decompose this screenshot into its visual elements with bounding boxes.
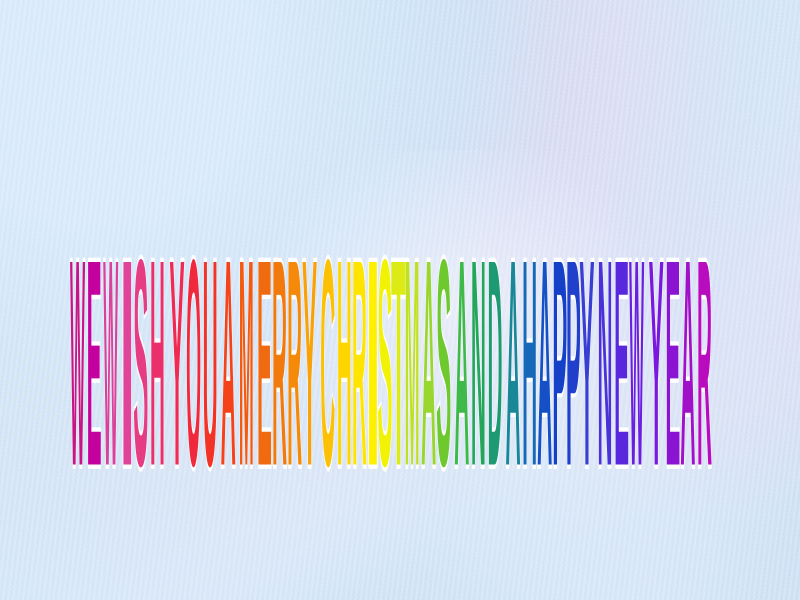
wordart-letter: S	[377, 198, 392, 528]
wordart-letter: A	[537, 198, 552, 528]
wordart-letter: S	[436, 198, 451, 528]
wordart-letter: I	[120, 198, 135, 528]
wordart-letter: A	[680, 198, 695, 528]
wordart-letter: H	[337, 198, 352, 528]
wordart-letter: O	[186, 198, 201, 528]
background-diagonal-streaks-right	[380, 330, 800, 520]
wordart-letter: I	[365, 198, 380, 528]
wordart-letter: E	[665, 198, 680, 528]
wordart-letter: T	[391, 198, 406, 528]
wordart-letter: W	[103, 198, 118, 528]
wordart-letter: P	[552, 198, 567, 528]
wordart-letter: Y	[302, 198, 317, 528]
wordart-letter: Y	[579, 198, 594, 528]
wordart-letter: E	[87, 198, 102, 528]
wordart-letter: N	[597, 198, 612, 528]
wordart-letter: Y	[649, 198, 664, 528]
wordart-letter: R	[352, 198, 367, 528]
wordart-letter: N	[471, 198, 486, 528]
wordart-letter: A	[221, 198, 236, 528]
wordart-letter: A	[421, 198, 436, 528]
wordart-letter: Y	[169, 198, 184, 528]
wordart-letter: R	[272, 198, 287, 528]
wordart-letter: P	[566, 198, 581, 528]
wordart-letter: R	[697, 198, 712, 528]
wordart-letter: U	[203, 198, 218, 528]
wordart-letter: R	[287, 198, 302, 528]
wordart-letter: S	[133, 198, 148, 528]
wordart-letter: A	[506, 198, 521, 528]
wordart-letter: D	[487, 198, 502, 528]
wordart-letter: E	[614, 198, 629, 528]
wordart-letter: H	[522, 198, 537, 528]
wordart-letter: C	[320, 198, 335, 528]
wordart-letter: M	[405, 198, 420, 528]
wordart-letter: M	[239, 198, 254, 528]
wordart-letter: W	[70, 198, 85, 528]
wordart-letter: A	[454, 198, 469, 528]
wordart-letter: W	[629, 198, 644, 528]
wordart-letter: H	[150, 198, 165, 528]
wordart-letter: E	[257, 198, 272, 528]
background-diagonal-streaks-left	[0, 300, 580, 530]
